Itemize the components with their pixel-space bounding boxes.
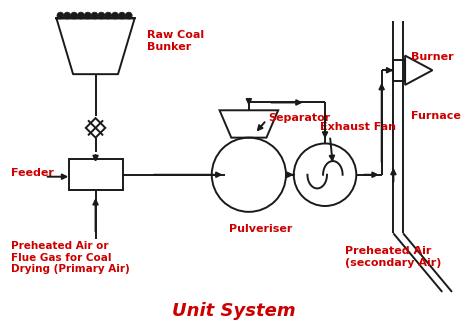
Text: Furnace: Furnace <box>411 111 461 121</box>
Circle shape <box>91 12 98 19</box>
Circle shape <box>77 12 84 19</box>
Text: Pulveriser: Pulveriser <box>229 224 293 234</box>
Bar <box>69 159 123 190</box>
Circle shape <box>112 12 118 19</box>
Circle shape <box>125 12 132 19</box>
Circle shape <box>105 12 112 19</box>
Text: Burner: Burner <box>411 51 454 62</box>
Circle shape <box>84 12 91 19</box>
Bar <box>393 59 405 81</box>
Text: Unit System: Unit System <box>173 302 296 320</box>
Text: Preheated Air
(secondary Air): Preheated Air (secondary Air) <box>345 246 441 268</box>
Text: Raw Coal
Bunker: Raw Coal Bunker <box>147 30 204 52</box>
Circle shape <box>64 12 71 19</box>
Circle shape <box>118 12 125 19</box>
Text: Feeder: Feeder <box>10 168 54 178</box>
Text: Separator: Separator <box>268 113 331 123</box>
Text: Preheated Air or
Flue Gas for Coal
Drying (Primary Air): Preheated Air or Flue Gas for Coal Dryin… <box>10 241 129 274</box>
Circle shape <box>98 12 105 19</box>
Text: Exhaust Fan: Exhaust Fan <box>320 122 396 132</box>
Circle shape <box>71 12 77 19</box>
Circle shape <box>57 12 64 19</box>
